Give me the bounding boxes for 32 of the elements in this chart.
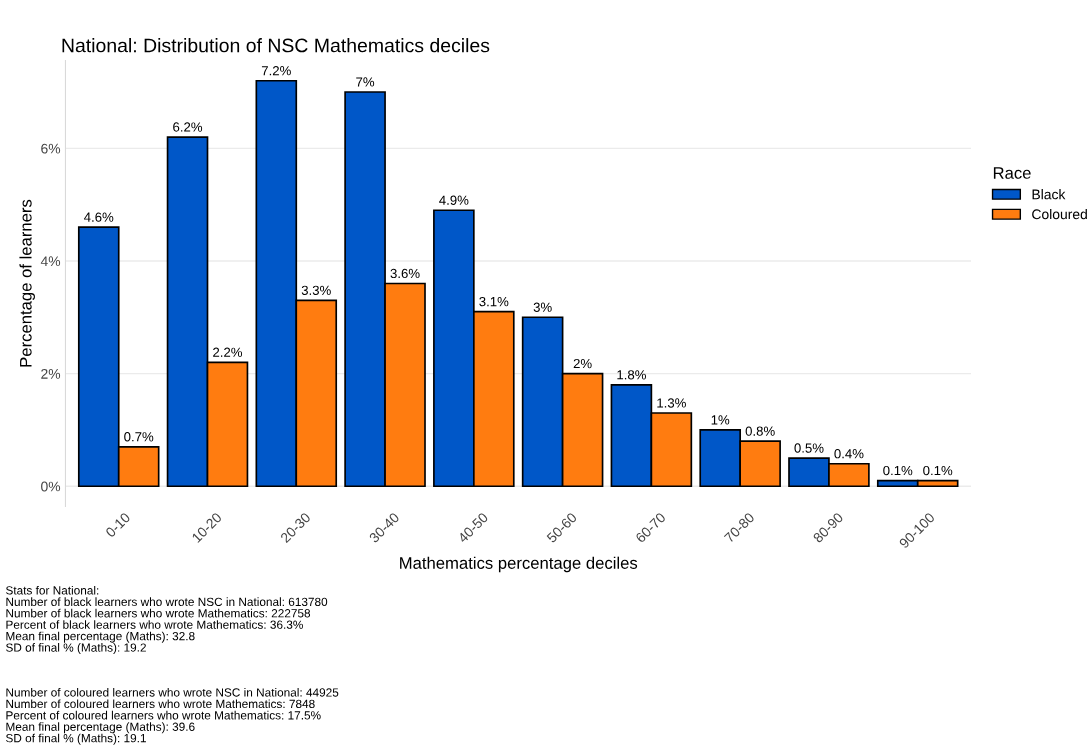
data-label: 0.1% <box>883 465 913 476</box>
data-label: 1.3% <box>657 398 686 408</box>
data-label: 4.6% <box>84 212 114 222</box>
data-label: 3.1% <box>479 296 509 307</box>
data-label: 2% <box>573 358 592 369</box>
legend-label: Black <box>1032 189 1066 200</box>
data-label: 1% <box>711 415 730 425</box>
data-label: 7.2% <box>261 66 291 76</box>
y-tick-label: 2% <box>41 368 61 379</box>
y-tick-label: 0% <box>41 481 61 492</box>
text: Stats for National: Number of black learners who wrote NSC in National: 613780 Number of black learners who wrote Mathematics: 222758 Percent of black learners who wrote Mathematics: 36.3% Mean final percentage (Maths): 32.8 SD of final % (Maths): 19.2 <box>5 585 328 655</box>
data-label: 0.4% <box>834 448 864 459</box>
data-label: 0.8% <box>745 426 775 436</box>
data-label: 0.1% <box>923 465 953 476</box>
chart-title: National: Distribution of NSC Mathematics deciles <box>62 38 490 53</box>
data-label: 1.8% <box>617 370 646 380</box>
x-axis-title: Mathematics percentage deciles <box>400 556 638 573</box>
data-label: 0.5% <box>794 443 824 453</box>
data-label: 6.2% <box>173 122 203 132</box>
data-label: 3% <box>533 302 552 312</box>
legend-label: Coloured <box>1032 209 1087 220</box>
data-label: 3.6% <box>390 268 420 279</box>
y-tick-label: 4% <box>40 256 61 267</box>
data-label: 2.2% <box>213 347 243 357</box>
data-label: 0.7% <box>124 432 154 442</box>
data-label: 4.9% <box>439 195 469 205</box>
data-label: 7% <box>356 77 375 87</box>
data-label: 3.3% <box>301 285 331 296</box>
y-tick-label: 6% <box>41 143 61 154</box>
y-axis-title: Percentage of learners <box>19 199 35 367</box>
legend-title: Race <box>993 167 1031 179</box>
text: Number of coloured learners who wrote NSC in National: 44925 Number of coloured learners who wrote Mathematics: 7848 Percent of coloured learners who wrote Mathematics: 17.5% Mean final percentage (Maths): 39.6 SD of final % (Maths): 19.1 <box>5 687 339 745</box>
